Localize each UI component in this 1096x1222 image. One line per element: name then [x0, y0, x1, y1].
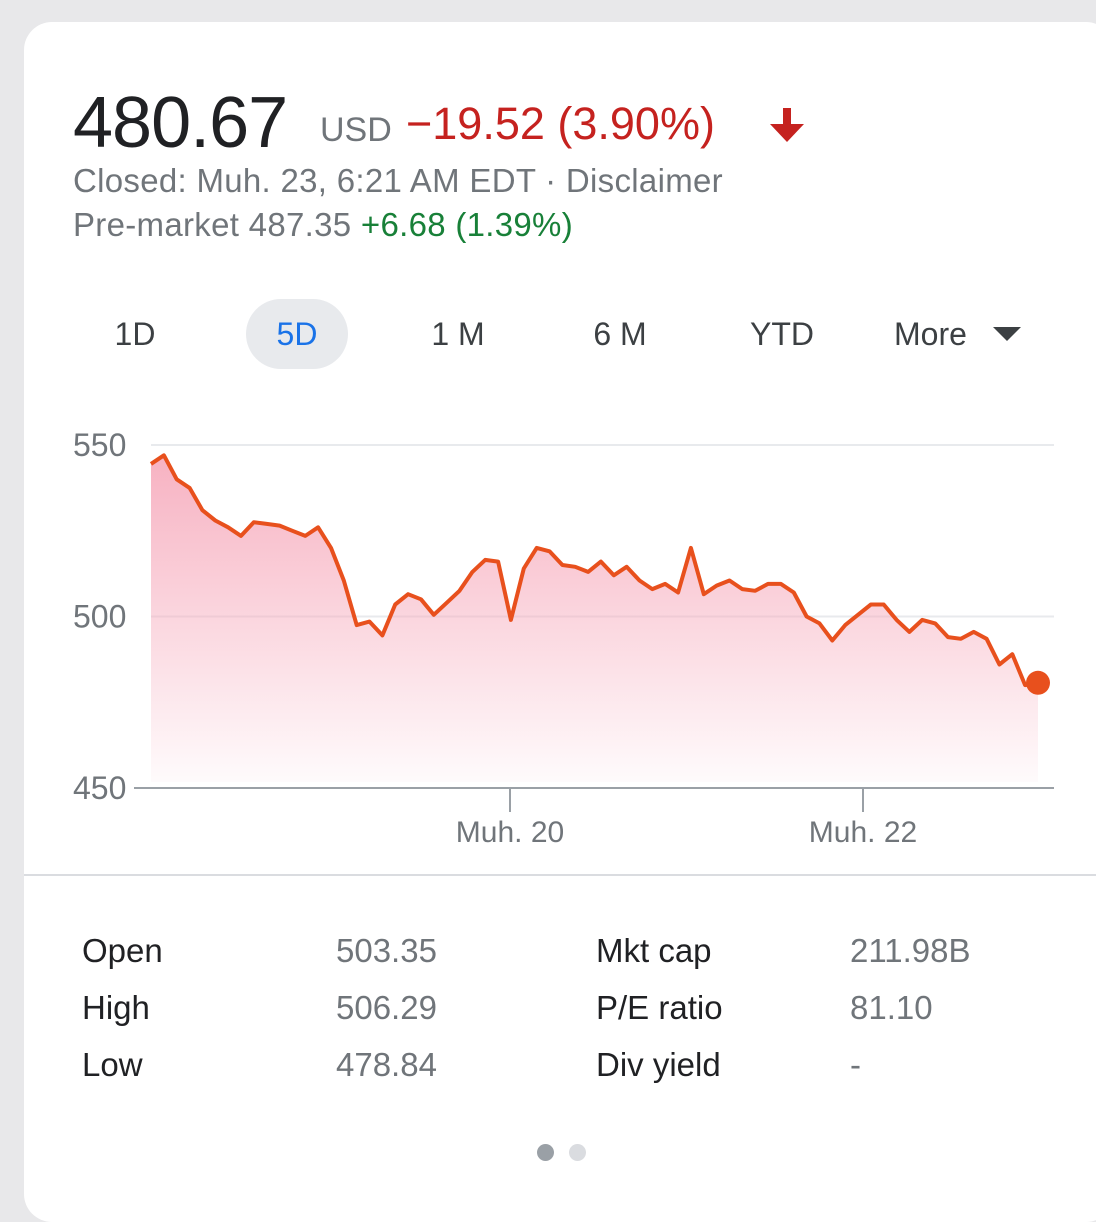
tab-1d[interactable]: 1D — [90, 299, 180, 369]
stat-label: P/E ratio — [596, 989, 723, 1026]
tab-ytd[interactable]: YTD — [728, 299, 836, 369]
stat-label: High — [82, 989, 150, 1026]
stat-value: 503.35 — [336, 932, 437, 969]
stat-value: 211.98B — [850, 932, 971, 969]
current-price: 480.67 — [73, 83, 288, 163]
tab-1m[interactable]: 1 M — [408, 299, 508, 369]
tab-label: 5D — [276, 316, 318, 352]
disclaimer-link[interactable]: Disclaimer — [565, 162, 723, 199]
price-change: −19.52 (3.90%) — [406, 98, 715, 149]
stat-value: 81.10 — [850, 989, 933, 1026]
stat-label: Open — [82, 932, 163, 969]
premarket-info: Pre-market 487.35 +6.68 (1.39%) — [73, 206, 573, 244]
market-status: Closed: Muh. 23, 6:21 AM EDT · Disclaime… — [73, 162, 723, 200]
tab-6m[interactable]: 6 M — [570, 299, 670, 369]
tab-label: 1D — [114, 316, 156, 352]
stat-value: 506.29 — [336, 989, 437, 1026]
x-tick-label: Muh. 20 — [456, 816, 564, 849]
premarket-change: +6.68 (1.39%) — [360, 206, 573, 243]
divider — [24, 874, 1096, 876]
range-tabs: 1D 5D 1 M 6 M YTD More — [24, 299, 1094, 369]
stat-label: Div yield — [596, 1046, 721, 1083]
tab-5d[interactable]: 5D — [246, 299, 348, 369]
premarket-label: Pre-market 487.35 — [73, 206, 361, 243]
page-dot-active[interactable] — [537, 1144, 554, 1161]
price-area-fill — [151, 455, 1038, 782]
stat-value: 478.84 — [336, 1046, 437, 1083]
y-tick-label: 550 — [73, 427, 126, 463]
stat-label: Mkt cap — [596, 932, 712, 969]
stat-value: - — [850, 1046, 861, 1083]
tab-label: 1 M — [431, 316, 485, 352]
more-label: More — [894, 316, 967, 352]
more-dropdown[interactable]: More — [894, 299, 1044, 369]
tab-label: YTD — [750, 316, 814, 352]
price-chart[interactable]: 550 500 450 Muh. 20 Muh. 22 — [24, 402, 1094, 872]
stats-table: Open 503.35 Mkt cap 211.98B High 506.29 P/E ra… — [24, 932, 1096, 1132]
page-dot[interactable] — [569, 1144, 586, 1161]
stock-quote-card: 480.67 USD −19.52 (3.90%) Closed: Muh. 2… — [24, 22, 1096, 1222]
market-status-text: Closed: Muh. 23, 6:21 AM EDT · — [73, 162, 566, 199]
y-tick-label: 500 — [73, 599, 126, 635]
price-line — [149, 453, 1039, 688]
stat-label: Low — [82, 1046, 143, 1083]
caret-down-icon — [992, 327, 1021, 341]
currency-code: USD — [320, 111, 392, 149]
y-tick-label: 450 — [73, 770, 126, 806]
last-price-marker — [1026, 670, 1050, 695]
arrow-down-icon — [770, 108, 804, 142]
x-tick-label: Muh. 22 — [809, 816, 917, 849]
tab-label: 6 M — [593, 316, 647, 352]
